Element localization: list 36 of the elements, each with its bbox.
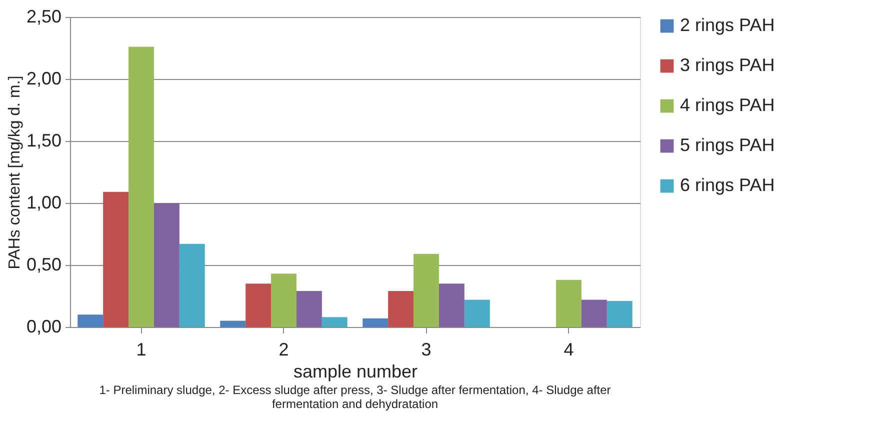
bar <box>271 274 296 327</box>
bar <box>581 300 607 327</box>
bar <box>362 318 388 327</box>
bar <box>103 192 129 327</box>
y-tick-label: 0,50 <box>26 254 62 274</box>
y-tick-label: 1,00 <box>26 192 62 212</box>
bar <box>128 46 154 327</box>
y-tick-label: 2,00 <box>26 68 62 88</box>
bar <box>438 284 464 327</box>
bar <box>322 317 348 327</box>
legend-label: 6 rings PAH <box>680 175 775 195</box>
legend-label: 2 rings PAH <box>680 15 775 35</box>
x-tick-label: 4 <box>564 340 574 360</box>
text: 1- Preliminary sludge, 2- Excess sludge after press, 3- Sludge after fermentation, 4- Sludge after fermentation and dehydratation <box>99 383 611 411</box>
legend-label: 3 rings PAH <box>680 55 775 75</box>
bar <box>556 280 582 327</box>
bar <box>414 254 439 327</box>
bar <box>388 291 414 327</box>
bar <box>296 291 322 327</box>
bar <box>246 284 272 327</box>
y-tick-label: 1,50 <box>26 130 62 150</box>
x-tick-label: 3 <box>421 340 432 360</box>
x-axis-title: sample number <box>293 362 418 382</box>
bar <box>78 314 104 327</box>
bar <box>179 244 205 327</box>
y-tick-label: 2,50 <box>26 6 62 26</box>
bar <box>464 300 490 327</box>
x-tick-label: 2 <box>278 340 289 360</box>
legend-label: 5 rings PAH <box>680 135 775 155</box>
bar <box>220 320 246 327</box>
legend-label: 4 rings PAH <box>680 95 775 115</box>
y-tick-label: 0,00 <box>26 316 62 336</box>
x-tick-label: 1 <box>136 340 146 360</box>
y-axis-title: PAHs content [mg/kg d. m.] <box>6 76 24 270</box>
bar <box>606 300 632 327</box>
bar <box>154 203 180 327</box>
